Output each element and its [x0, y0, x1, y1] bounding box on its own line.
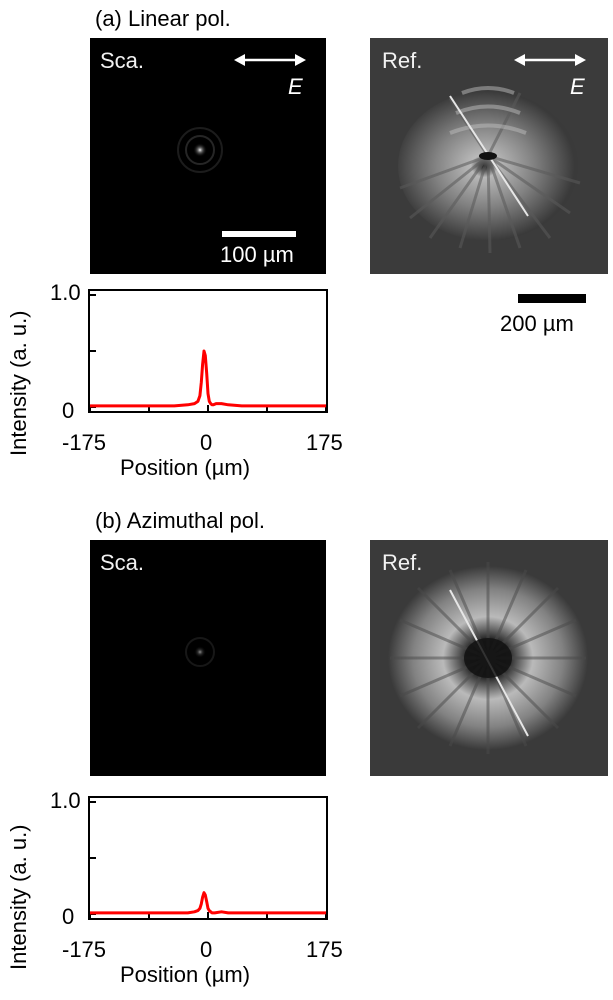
x-tick-center-b: 0 — [200, 937, 213, 962]
x-axis-label-b: Position (µm) — [120, 962, 251, 987]
y-tick-bottom-a: 0 — [62, 398, 75, 423]
scale-bar-large — [518, 294, 586, 303]
x-axis-label-a: Position (µm) — [120, 455, 251, 480]
intensity-line-a-0 — [90, 349, 326, 408]
x-tick-left-b: -175 — [62, 937, 107, 962]
field-label-ref-a: E — [570, 74, 585, 99]
ref-label-b: Ref. — [382, 550, 423, 575]
y-tick-top-b: 1.0 — [50, 788, 81, 813]
field-label-a: E — [288, 74, 303, 99]
plot-frame-b — [88, 796, 328, 920]
x-tick-right-b: 175 — [306, 937, 343, 962]
intensity-plot-a — [90, 294, 326, 411]
intensity-line-b-0 — [90, 891, 326, 915]
y-tick-top-a: 1.0 — [50, 280, 81, 305]
reference-pattern-b — [370, 540, 608, 776]
reference-image-a: Ref. E — [370, 38, 608, 274]
scattering-image-a: Sca. E 100 µm — [90, 38, 326, 274]
intensity-plot-b — [90, 801, 326, 918]
reference-pattern-a — [370, 38, 608, 274]
section-b-title: (b) Azimuthal pol. — [95, 508, 265, 533]
y-axis-label-b: Intensity (a. u.) — [6, 824, 31, 970]
x-tick-center-a: 0 — [200, 430, 213, 455]
y-tick-bottom-b: 0 — [62, 904, 75, 929]
ref-label-a: Ref. — [382, 48, 423, 73]
sca-label-b: Sca. — [100, 550, 145, 575]
polarization-arrow-a — [234, 54, 306, 66]
x-tick-left-a: -175 — [62, 430, 107, 455]
plot-frame-a — [88, 289, 328, 413]
x-tick-right-a: 175 — [306, 430, 343, 455]
scale-bar-large-label: 200 µm — [500, 311, 574, 336]
scattering-spot-b — [185, 637, 215, 667]
y-axis-label-a: Intensity (a. u.) — [6, 310, 31, 456]
scale-bar-small — [222, 231, 296, 237]
scale-bar-small-label: 100 µm — [220, 242, 294, 267]
scattering-image-b: Sca. — [90, 540, 326, 776]
polarization-arrow-ref-a — [514, 54, 586, 66]
sca-label-a: Sca. — [100, 48, 145, 73]
scattering-spot-a — [177, 127, 223, 173]
section-a-title: (a) Linear pol. — [95, 6, 231, 31]
reference-image-b: Ref. — [370, 540, 608, 776]
